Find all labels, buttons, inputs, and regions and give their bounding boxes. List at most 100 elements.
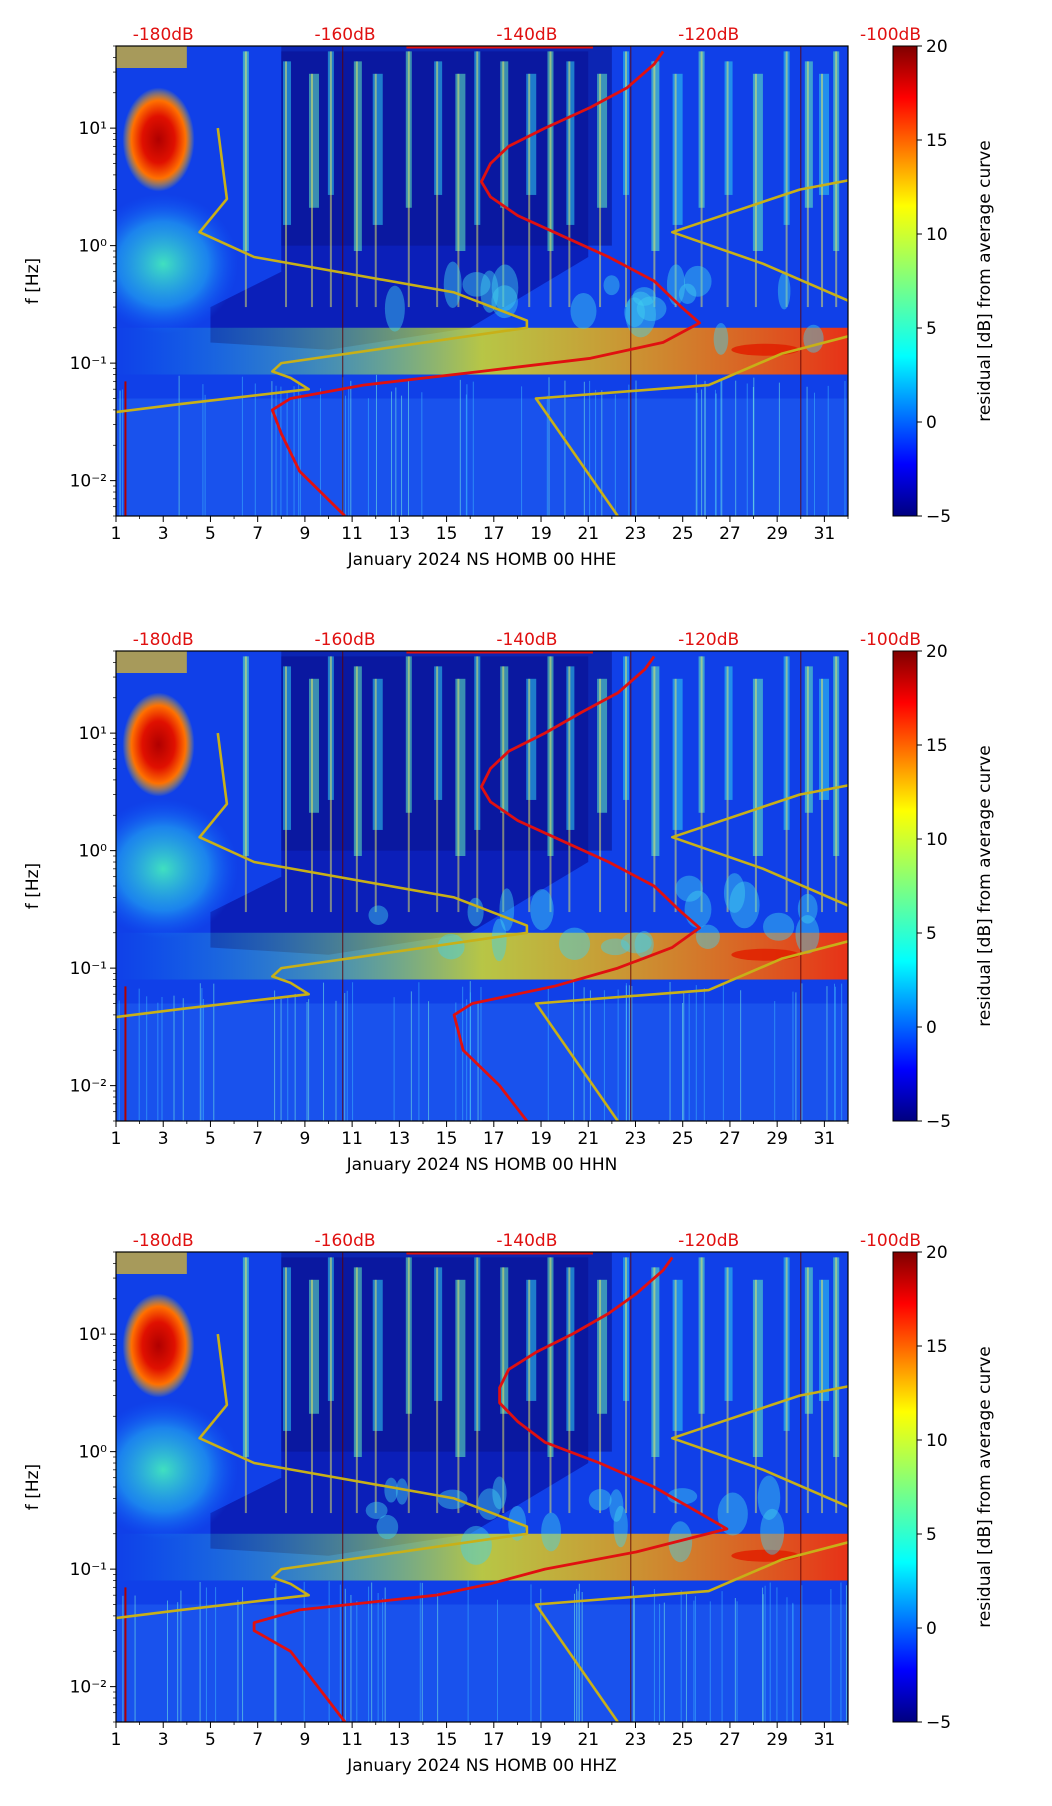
streak-core xyxy=(436,666,439,913)
x-tick-label: 23 xyxy=(625,524,647,544)
streak-core xyxy=(436,1267,439,1514)
low-frequency-region xyxy=(116,1003,848,1121)
spectrogram-image xyxy=(116,46,848,516)
colorbar-tick-label: 20 xyxy=(926,642,948,662)
noise-blob xyxy=(624,297,645,328)
noise-blob xyxy=(588,1489,612,1511)
high-noise-model-curve xyxy=(534,1385,848,1722)
colorbar-tick-label: 10 xyxy=(926,830,948,850)
x-tick-label: 15 xyxy=(436,1730,458,1750)
streak-core xyxy=(549,51,552,308)
colorbar xyxy=(892,650,918,1122)
x-tick-label: 25 xyxy=(672,1730,694,1750)
streak-core xyxy=(457,1279,460,1514)
streak-core xyxy=(355,1267,358,1514)
noise-blob xyxy=(632,287,656,306)
x-tick-label: 9 xyxy=(299,1730,310,1750)
spectrogram-image xyxy=(116,651,848,1121)
streak-core xyxy=(726,666,729,913)
x-tick-label: 13 xyxy=(389,524,411,544)
streak xyxy=(597,678,608,813)
y-axis-label: f [Hz] xyxy=(23,1464,43,1510)
noise-blob xyxy=(666,264,686,306)
streak-core xyxy=(310,1279,313,1514)
noise-blob xyxy=(384,285,405,332)
x-tick-label: 23 xyxy=(625,1730,647,1750)
colorbar-tick-label: 15 xyxy=(926,131,948,151)
streak-core xyxy=(285,666,288,913)
x-tick-label: 3 xyxy=(158,1730,169,1750)
streak-core xyxy=(700,51,703,308)
noise-blob xyxy=(603,275,620,296)
streak xyxy=(455,1279,466,1458)
streak-core xyxy=(476,1257,479,1514)
low-noise-model-curve xyxy=(116,732,529,1019)
high-noise-model-curve xyxy=(534,784,848,1121)
streak-core xyxy=(599,678,602,913)
x-tick-label: 29 xyxy=(766,524,788,544)
noise-blob xyxy=(530,889,554,931)
colorbar-label: residual [dB] from average curve xyxy=(975,1346,995,1627)
x-tick-label: 25 xyxy=(672,1129,694,1149)
power-scale-label: -180dB xyxy=(133,630,194,650)
x-tick-label: 21 xyxy=(577,1730,599,1750)
spectrogram-panel-hhz: 1 3 5 7 9 11 13 15 17 19 21 23 25 27 29 3110⁻²10⁻¹10⁰10… xyxy=(23,1231,995,1776)
streak-core xyxy=(726,61,729,308)
noise-hotspot xyxy=(122,1293,195,1398)
noise-blob xyxy=(365,1501,388,1520)
streak-core xyxy=(457,73,460,308)
noise-blob xyxy=(443,261,462,309)
spectrogram-panel-hhn: 1 3 5 7 9 11 13 15 17 19 21 23 25 27 29 3110⁻²10⁻¹10⁰10… xyxy=(23,630,995,1175)
low-noise-model-curve xyxy=(116,127,529,414)
x-tick-label: 29 xyxy=(766,1129,788,1149)
streak-core xyxy=(568,61,571,308)
quiet-region-upper xyxy=(281,46,612,246)
streak-core xyxy=(726,1267,729,1514)
streak-core xyxy=(310,73,313,308)
band-hotspot xyxy=(731,343,800,356)
streak-core xyxy=(244,51,247,308)
colorbar-tick-label: 20 xyxy=(926,37,948,57)
streak xyxy=(752,678,763,857)
streak-core xyxy=(835,1257,838,1514)
average-psd-curve xyxy=(252,1256,729,1722)
x-tick-label: 17 xyxy=(483,1129,505,1149)
x-tick-label: 7 xyxy=(252,524,263,544)
y-tick-label: 10⁻² xyxy=(70,1678,107,1698)
streak-core xyxy=(821,1279,824,1514)
x-tick-label: 7 xyxy=(252,1730,263,1750)
streak xyxy=(819,73,830,195)
x-tick-label: 3 xyxy=(158,524,169,544)
streak xyxy=(819,678,830,800)
top-band xyxy=(116,46,187,68)
streak-core xyxy=(625,51,628,308)
x-tick-label: 13 xyxy=(389,1730,411,1750)
noise-blob xyxy=(683,265,712,297)
streak-core xyxy=(568,1267,571,1514)
streak-core xyxy=(625,656,628,913)
x-tick-label: 25 xyxy=(672,524,694,544)
streak-core xyxy=(821,678,824,913)
colorbar-tick-label: 0 xyxy=(926,1619,937,1639)
noise-blob xyxy=(795,915,820,954)
colorbar-tick-label: −5 xyxy=(926,1112,951,1132)
noise-blob xyxy=(376,1514,399,1540)
colorbar-tick-label: 10 xyxy=(926,225,948,245)
streak xyxy=(455,73,466,252)
noise-blob xyxy=(613,1505,628,1548)
streak-core xyxy=(476,51,479,308)
streak xyxy=(597,1279,608,1414)
x-tick-label: 31 xyxy=(814,524,836,544)
x-tick-label: 5 xyxy=(205,1129,216,1149)
colorbar-label: residual [dB] from average curve xyxy=(975,745,995,1026)
x-tick-label: 27 xyxy=(719,1730,741,1750)
average-psd-curve xyxy=(270,50,701,516)
streak-core xyxy=(599,73,602,308)
noise-blob xyxy=(480,270,499,313)
noise-blob xyxy=(634,931,654,958)
power-scale-label: -140dB xyxy=(496,1231,557,1251)
streak-core xyxy=(476,656,479,913)
power-scale-label: -120dB xyxy=(678,25,739,45)
noise-blob xyxy=(437,933,465,960)
streak-core xyxy=(549,656,552,913)
